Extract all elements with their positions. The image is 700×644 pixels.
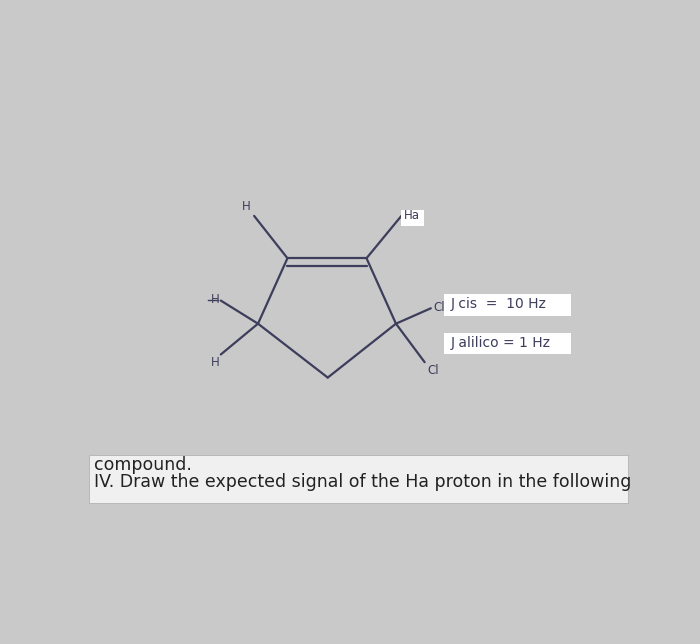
Text: IV. Draw the expected signal of the Ha proton in the following: IV. Draw the expected signal of the Ha p…: [94, 473, 631, 491]
Text: J cis  =  10 Hz: J cis = 10 Hz: [450, 298, 546, 312]
Text: H: H: [242, 200, 251, 213]
Text: Cl: Cl: [427, 364, 439, 377]
Text: Cl: Cl: [433, 301, 444, 314]
Text: H: H: [211, 293, 219, 307]
Text: H: H: [211, 356, 219, 369]
Text: Ha: Ha: [404, 209, 420, 222]
Text: J alilico = 1 Hz: J alilico = 1 Hz: [450, 336, 550, 350]
FancyBboxPatch shape: [89, 455, 629, 503]
FancyBboxPatch shape: [400, 211, 424, 226]
Text: compound.: compound.: [94, 457, 192, 475]
FancyBboxPatch shape: [444, 333, 571, 354]
FancyBboxPatch shape: [444, 294, 571, 316]
